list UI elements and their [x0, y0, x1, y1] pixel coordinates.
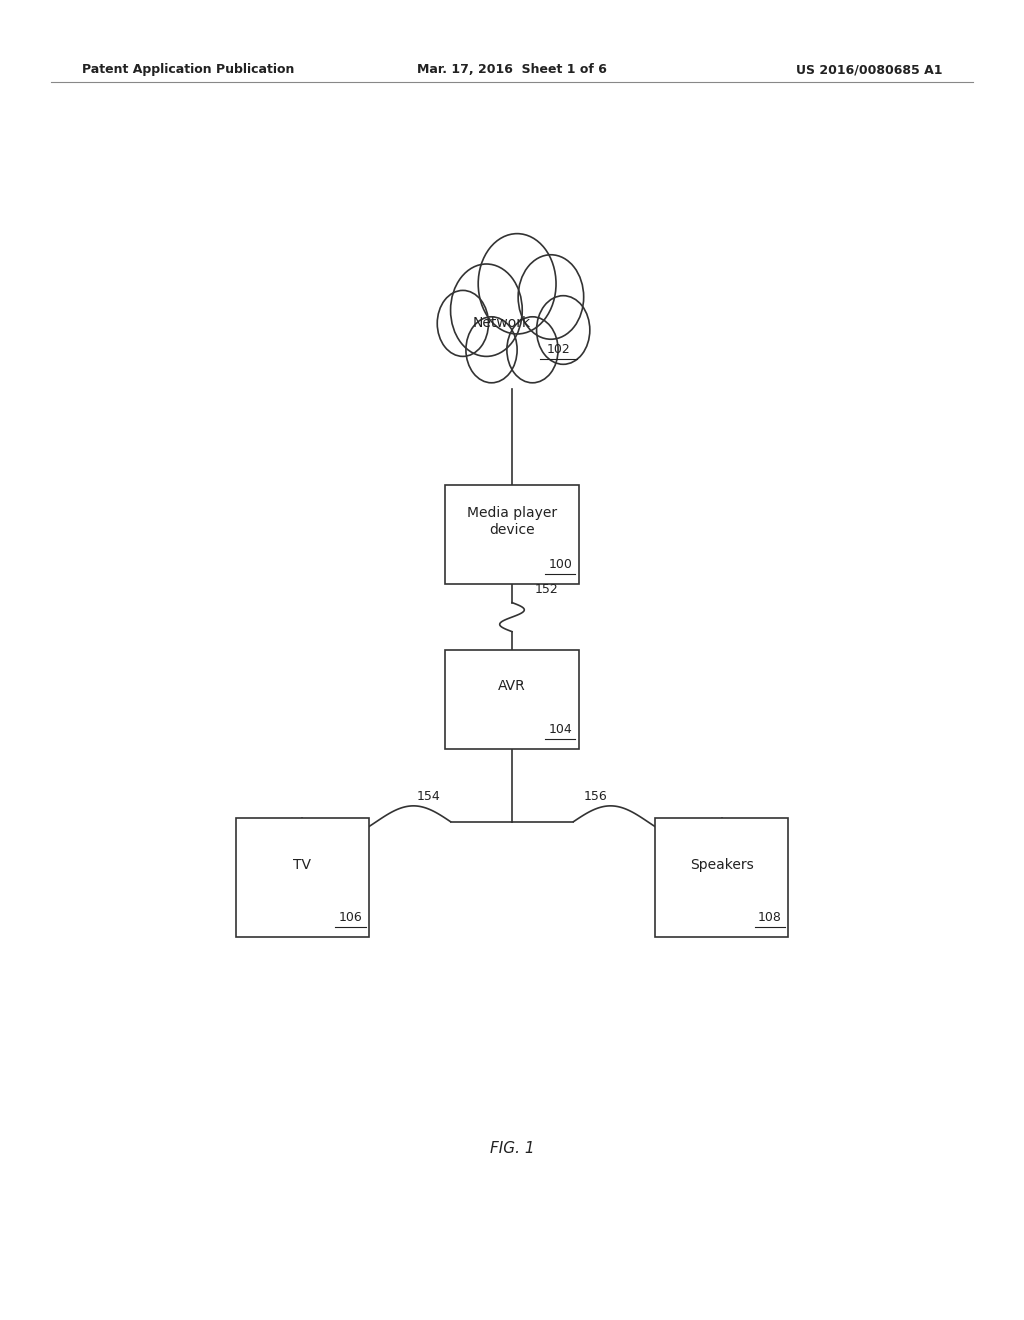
Text: 156: 156: [584, 791, 607, 803]
Text: Mar. 17, 2016  Sheet 1 of 6: Mar. 17, 2016 Sheet 1 of 6: [417, 63, 607, 77]
Text: 108: 108: [758, 911, 782, 924]
Text: TV: TV: [293, 858, 311, 871]
Text: Patent Application Publication: Patent Application Publication: [82, 63, 294, 77]
Circle shape: [518, 255, 584, 339]
Circle shape: [437, 290, 488, 356]
Text: 102: 102: [546, 343, 570, 356]
Text: 104: 104: [548, 723, 572, 735]
Circle shape: [478, 234, 556, 334]
FancyBboxPatch shape: [445, 486, 579, 583]
FancyBboxPatch shape: [655, 818, 788, 937]
Text: Media player
device: Media player device: [467, 507, 557, 536]
Circle shape: [537, 296, 590, 364]
Circle shape: [466, 317, 517, 383]
FancyBboxPatch shape: [445, 651, 579, 750]
Text: 106: 106: [338, 911, 362, 924]
Text: Network: Network: [473, 317, 530, 330]
FancyBboxPatch shape: [236, 818, 369, 937]
Text: 100: 100: [548, 558, 572, 570]
Text: US 2016/0080685 A1: US 2016/0080685 A1: [796, 63, 942, 77]
Text: FIG. 1: FIG. 1: [489, 1140, 535, 1156]
Circle shape: [451, 264, 522, 356]
Text: AVR: AVR: [498, 680, 526, 693]
Text: Speakers: Speakers: [690, 858, 754, 871]
Text: 152: 152: [535, 583, 558, 597]
Text: 154: 154: [417, 791, 440, 803]
Circle shape: [507, 317, 558, 383]
